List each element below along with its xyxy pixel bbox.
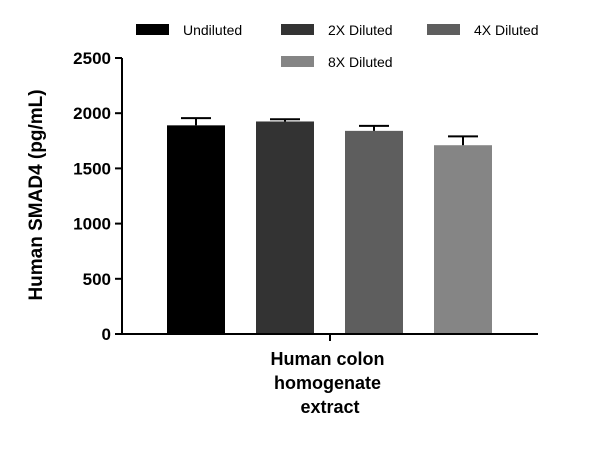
category-label-line-3: extract	[300, 397, 359, 417]
legend-label: 2X Diluted	[328, 22, 393, 38]
y-tick-label: 2500	[73, 49, 111, 68]
y-axis: 0 500 1000 1500 2000 2500	[73, 49, 123, 344]
y-axis-title: Human SMAD4 (pg/mL)	[26, 89, 47, 300]
y-tick-label: 0	[102, 325, 111, 344]
bars	[167, 117, 492, 335]
category-label-line-2: homogenate	[274, 373, 381, 393]
bar	[256, 121, 314, 334]
legend-label: 4X Diluted	[474, 22, 539, 38]
y-tick-label: 1000	[73, 215, 111, 234]
legend-swatch	[281, 24, 314, 35]
legend-label: Undiluted	[183, 22, 242, 38]
bar	[434, 145, 492, 334]
bar	[345, 130, 403, 334]
y-tick-label: 500	[83, 270, 111, 289]
category-label-line-1: Human colon	[270, 349, 384, 369]
bar	[167, 125, 225, 335]
category-label: Human colon homogenate extract	[270, 349, 389, 417]
legend-swatch	[281, 56, 314, 67]
legend: Undiluted 2X Diluted 4X Diluted 8X Diluted	[136, 22, 539, 70]
y-tick-label: 2000	[73, 104, 111, 123]
legend-swatch	[136, 24, 169, 35]
legend-label: 8X Diluted	[328, 54, 393, 70]
x-axis	[121, 333, 538, 341]
legend-swatch	[427, 24, 460, 35]
y-tick-label: 1500	[73, 159, 111, 178]
